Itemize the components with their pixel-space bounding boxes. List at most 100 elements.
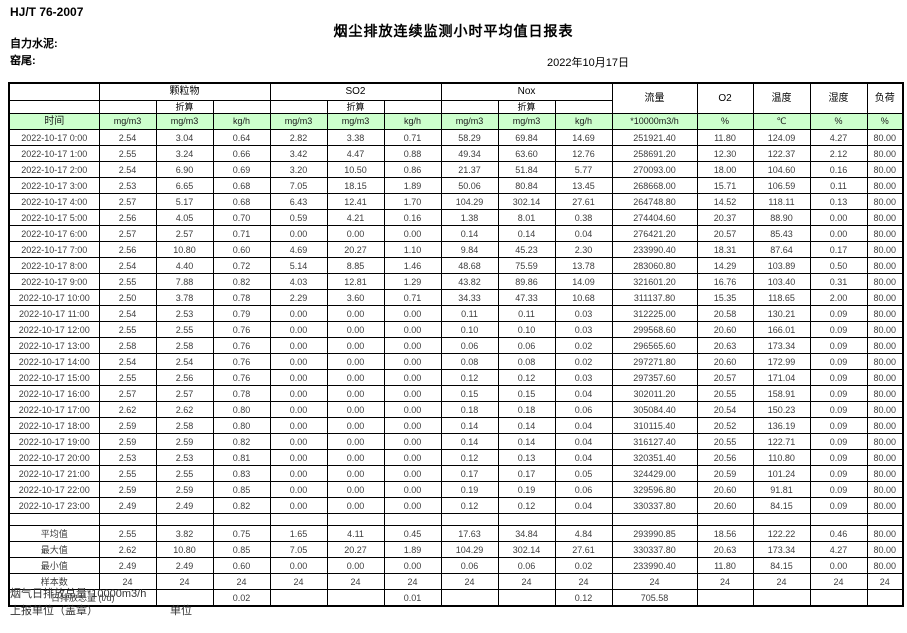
time-cell: 2022-10-17 0:00 (8, 129, 100, 146)
value-cell: 80.00 (866, 161, 904, 178)
value-cell: 0.06 (554, 481, 613, 498)
value-cell: 0.04 (554, 225, 613, 242)
value-cell: 274404.60 (611, 209, 698, 226)
time-cell: 2022-10-17 16:00 (8, 385, 100, 402)
summary-value-cell: 0.06 (440, 557, 499, 574)
daily-total-value-cell (866, 589, 904, 607)
summary-value-cell: 24 (440, 573, 499, 590)
daily-total-value-cell (269, 589, 328, 607)
hour-row: 2022-10-17 3:00 2.53 6.65 0.68 7.05 18.15 1.89… (8, 177, 904, 194)
summary-value-cell: 0.00 (326, 557, 385, 574)
value-cell: 4.69 (269, 241, 328, 258)
value-cell: 2.57 (98, 385, 157, 402)
summary-value-cell: 20.63 (696, 541, 754, 558)
value-cell: 316127.40 (611, 433, 698, 450)
summary-value-cell: 330337.80 (611, 541, 698, 558)
value-cell: 0.00 (269, 481, 328, 498)
value-cell: 2.55 (98, 321, 157, 338)
hour-row: 2022-10-17 2:00 2.54 6.90 0.69 3.20 10.50 0.86… (8, 161, 904, 178)
value-cell: 20.60 (696, 353, 754, 370)
value-cell: 47.33 (497, 289, 556, 306)
value-cell: 0.00 (326, 465, 385, 482)
time-cell: 2022-10-17 2:00 (8, 161, 100, 178)
unit-cell: % (809, 113, 868, 130)
value-cell: 5.14 (269, 257, 328, 274)
value-cell: 299568.60 (611, 321, 698, 338)
value-cell: 0.00 (383, 481, 442, 498)
value-cell: 3.20 (269, 161, 328, 178)
value-cell: 1.46 (383, 257, 442, 274)
value-cell: 2.55 (98, 273, 157, 290)
value-cell: 8.85 (326, 257, 385, 274)
value-cell: 3.04 (155, 129, 214, 146)
value-cell: 0.06 (497, 337, 556, 354)
value-cell: 118.65 (752, 289, 811, 306)
value-cell: 43.82 (440, 273, 499, 290)
summary-value-cell: 0.06 (497, 557, 556, 574)
value-cell: 0.59 (269, 209, 328, 226)
summary-value-cell: 24 (752, 573, 811, 590)
converted-label-pm: 折算 (155, 100, 214, 114)
value-cell: 2.59 (98, 417, 157, 434)
time-cell: 2022-10-17 15:00 (8, 369, 100, 386)
col-header-humidity: 湿度 (809, 82, 868, 114)
value-cell: 104.60 (752, 161, 811, 178)
value-cell: 0.00 (326, 417, 385, 434)
value-cell: 14.69 (554, 129, 613, 146)
value-cell: 7.05 (269, 177, 328, 194)
value-cell: 75.59 (497, 257, 556, 274)
summary-value-cell: 24 (611, 573, 698, 590)
hour-row: 2022-10-17 13:00 2.58 2.58 0.76 0.00 0.00 0.00… (8, 337, 904, 354)
value-cell: 329596.80 (611, 481, 698, 498)
value-cell: 0.08 (497, 353, 556, 370)
group-header-row: 颗粒物 SO2 Nox 流量 O2 温度 湿度 负荷 (8, 82, 904, 114)
time-cell: 2022-10-17 17:00 (8, 401, 100, 418)
value-cell: 3.42 (269, 145, 328, 162)
summary-value-cell: 24 (155, 573, 214, 590)
time-cell: 2022-10-17 20:00 (8, 449, 100, 466)
value-cell: 0.14 (440, 417, 499, 434)
value-cell: 80.00 (866, 337, 904, 354)
value-cell: 7.88 (155, 273, 214, 290)
value-cell: 2.62 (155, 401, 214, 418)
summary-value-cell: 1.65 (269, 525, 328, 542)
value-cell: 58.29 (440, 129, 499, 146)
value-cell: 80.00 (866, 193, 904, 210)
value-cell: 0.00 (326, 385, 385, 402)
value-cell: 2.53 (155, 449, 214, 466)
hour-row: 2022-10-17 5:00 2.56 4.05 0.70 0.59 4.21 0.16 1… (8, 209, 904, 226)
value-cell: 104.29 (440, 193, 499, 210)
empty-cell (440, 513, 499, 526)
value-cell: 4.27 (809, 129, 868, 146)
value-cell: 0.00 (383, 225, 442, 242)
empty-cell (8, 513, 100, 526)
daily-total-label: 日排放总量 (t/d) (8, 589, 157, 607)
time-cell: 2022-10-17 22:00 (8, 481, 100, 498)
summary-value-cell: 24 (497, 573, 556, 590)
time-cell: 2022-10-17 13:00 (8, 337, 100, 354)
hour-row: 2022-10-17 8:00 2.54 4.40 0.72 5.14 8.85 1.46 4… (8, 257, 904, 274)
empty-cell (611, 513, 698, 526)
value-cell: 2.55 (155, 465, 214, 482)
group-header-pm: 颗粒物 (98, 82, 271, 101)
value-cell: 20.55 (696, 385, 754, 402)
value-cell: 0.88 (383, 145, 442, 162)
value-cell: 2.59 (155, 433, 214, 450)
hour-row: 2022-10-17 0:00 2.54 3.04 0.64 2.82 3.38 0.71 5… (8, 129, 904, 146)
value-cell: 2.56 (98, 241, 157, 258)
value-cell: 2.54 (98, 129, 157, 146)
value-cell: 6.90 (155, 161, 214, 178)
value-cell: 12.76 (554, 145, 613, 162)
value-cell: 0.71 (383, 129, 442, 146)
value-cell: 20.52 (696, 417, 754, 434)
blank-cell (8, 100, 100, 114)
value-cell: 0.00 (326, 305, 385, 322)
value-cell: 50.06 (440, 177, 499, 194)
value-cell: 3.24 (155, 145, 214, 162)
summary-value-cell: 1.89 (383, 541, 442, 558)
summary-value-cell: 0.00 (809, 557, 868, 574)
summary-value-cell: 3.82 (155, 525, 214, 542)
report-title: 烟尘排放连续监测小时平均值日报表 (333, 23, 574, 39)
value-cell: 1.89 (383, 177, 442, 194)
time-cell: 2022-10-17 8:00 (8, 257, 100, 274)
